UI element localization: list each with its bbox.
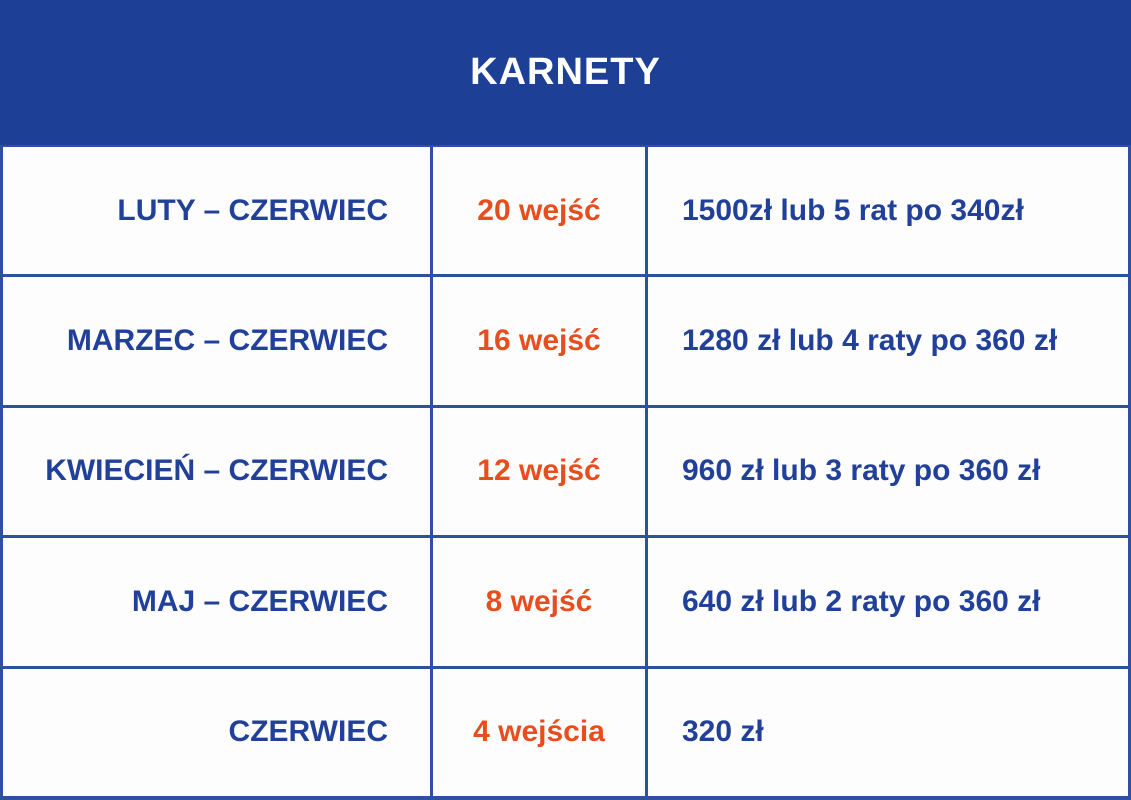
header-banner: KARNETY [0,0,1131,145]
entries-cell: 20 wejść [433,147,645,275]
price-cell: 960 zł lub 3 raty po 360 zł [648,407,1128,536]
pricing-table: LUTY – CZERWIEC 20 wejść 1500zł lub 5 ra… [0,145,1131,800]
period-cell: KWIECIEŃ – CZERWIEC [3,407,430,536]
price-cell: 640 zł lub 2 raty po 360 zł [648,538,1128,666]
price-cell: 1280 zł lub 4 raty po 360 zł [648,277,1128,405]
period-cell: CZERWIEC [3,668,430,796]
period-cell: MAJ – CZERWIEC [3,538,430,666]
page-title: KARNETY [470,51,661,93]
price-cell: 1500zł lub 5 rat po 340zł [648,147,1128,275]
entries-cell: 16 wejść [433,277,645,405]
price-cell: 320 zł [648,668,1128,796]
period-cell: MARZEC – CZERWIEC [3,277,430,405]
period-cell: LUTY – CZERWIEC [3,147,430,275]
entries-cell: 4 wejścia [433,668,645,796]
entries-cell: 12 wejść [433,407,645,536]
entries-cell: 8 wejść [433,538,645,666]
